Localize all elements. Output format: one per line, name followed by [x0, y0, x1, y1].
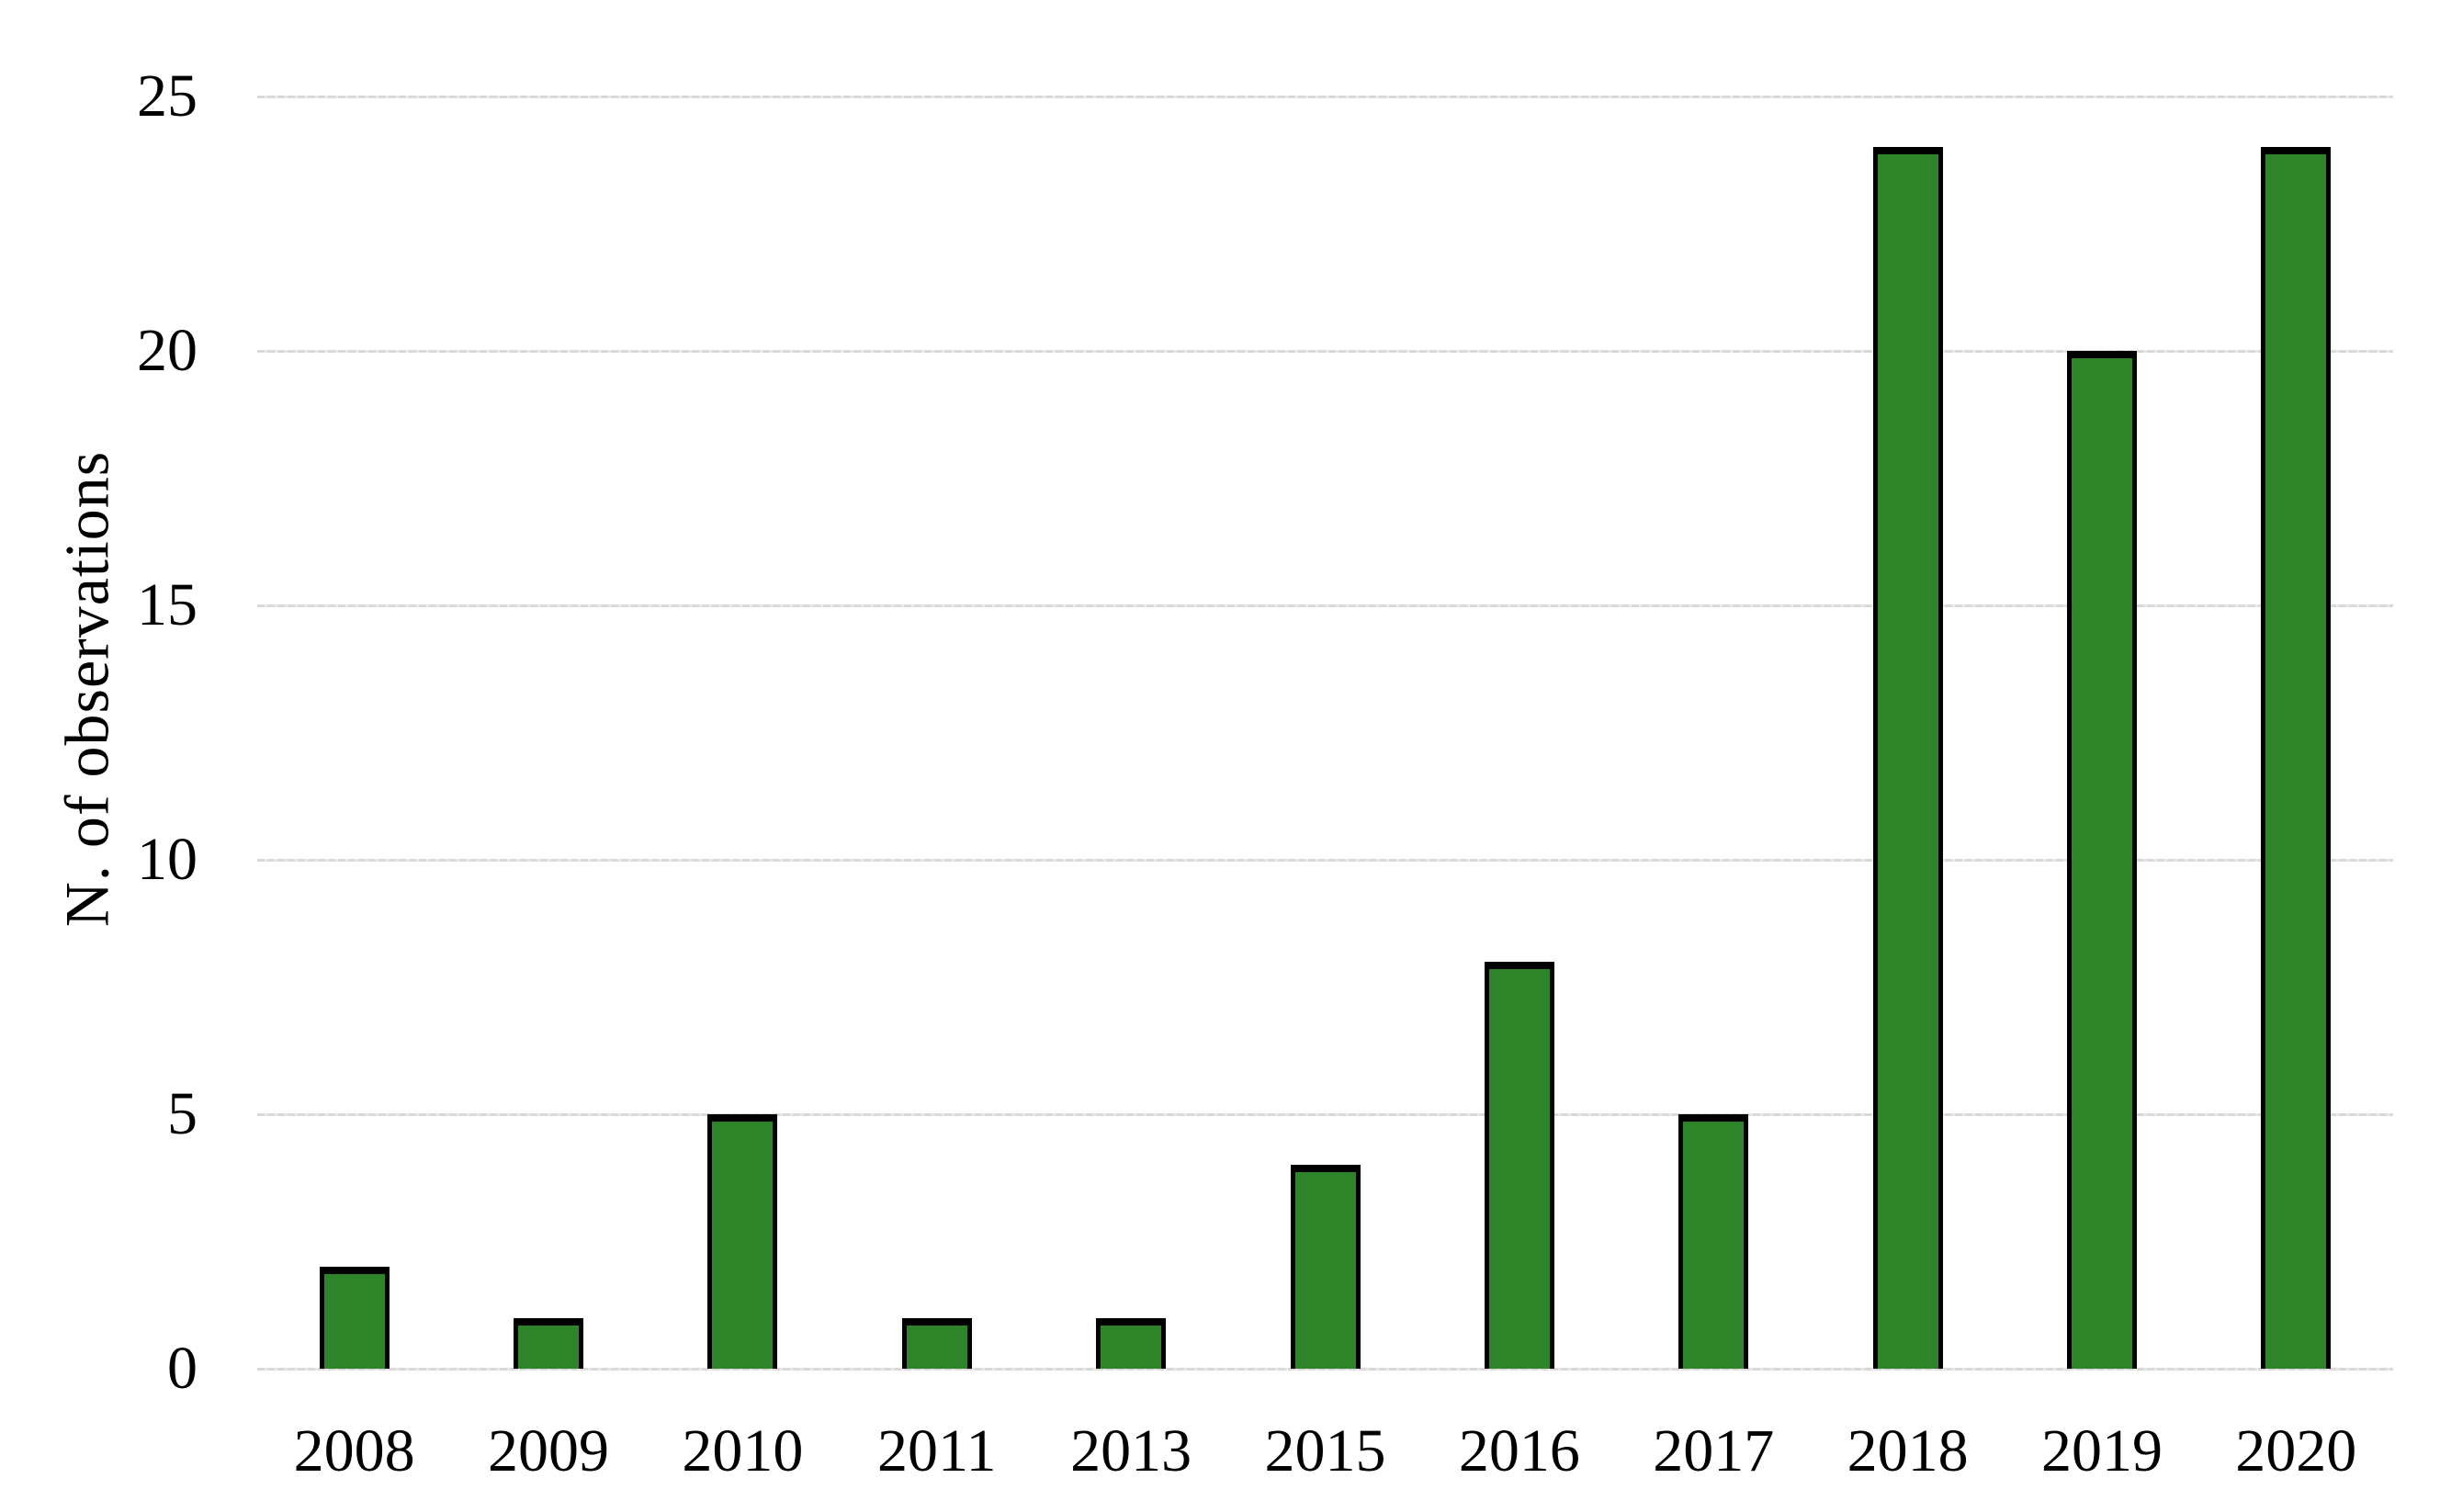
y-tick-label-25: 25 — [137, 62, 198, 130]
bar-2008 — [319, 1267, 390, 1369]
bar-2015 — [1290, 1165, 1361, 1369]
y-tick-label-20: 20 — [137, 317, 198, 384]
bar-2011 — [901, 1317, 972, 1369]
x-tick-label-2010: 2010 — [682, 1417, 804, 1484]
bar-2009 — [514, 1317, 584, 1369]
bar-2019 — [2066, 351, 2137, 1369]
y-tick-label-15: 15 — [137, 571, 198, 638]
bar-2020 — [2261, 147, 2332, 1369]
x-tick-label-2011: 2011 — [876, 1417, 997, 1484]
gridline-y-0 — [257, 1368, 2393, 1371]
gridline-y-10 — [257, 859, 2393, 862]
plot-area — [257, 0, 2393, 1371]
y-tick-label-0: 0 — [167, 1335, 198, 1402]
gridline-y-15 — [257, 604, 2393, 607]
x-tick-label-2015: 2015 — [1264, 1417, 1386, 1484]
x-tick-label-2020: 2020 — [2235, 1417, 2357, 1484]
gridline-y-20 — [257, 350, 2393, 353]
x-tick-label-2017: 2017 — [1653, 1417, 1775, 1484]
x-tick-label-2009: 2009 — [488, 1417, 610, 1484]
bar-2010 — [707, 1114, 778, 1369]
y-tick-label-5: 5 — [167, 1080, 198, 1147]
x-tick-label-2018: 2018 — [1847, 1417, 1969, 1484]
gridline-y-25 — [257, 96, 2393, 98]
x-tick-label-2016: 2016 — [1458, 1417, 1580, 1484]
bar-2013 — [1096, 1317, 1167, 1369]
gridline-y-5 — [257, 1113, 2393, 1116]
bar-2016 — [1484, 961, 1554, 1369]
x-tick-label-2008: 2008 — [293, 1417, 415, 1484]
x-tick-label-2019: 2019 — [2040, 1417, 2163, 1484]
bar-2018 — [1872, 147, 1943, 1369]
bar-2017 — [1678, 1114, 1749, 1369]
y-tick-label-10: 10 — [137, 826, 198, 893]
x-tick-label-2013: 2013 — [1070, 1417, 1192, 1484]
